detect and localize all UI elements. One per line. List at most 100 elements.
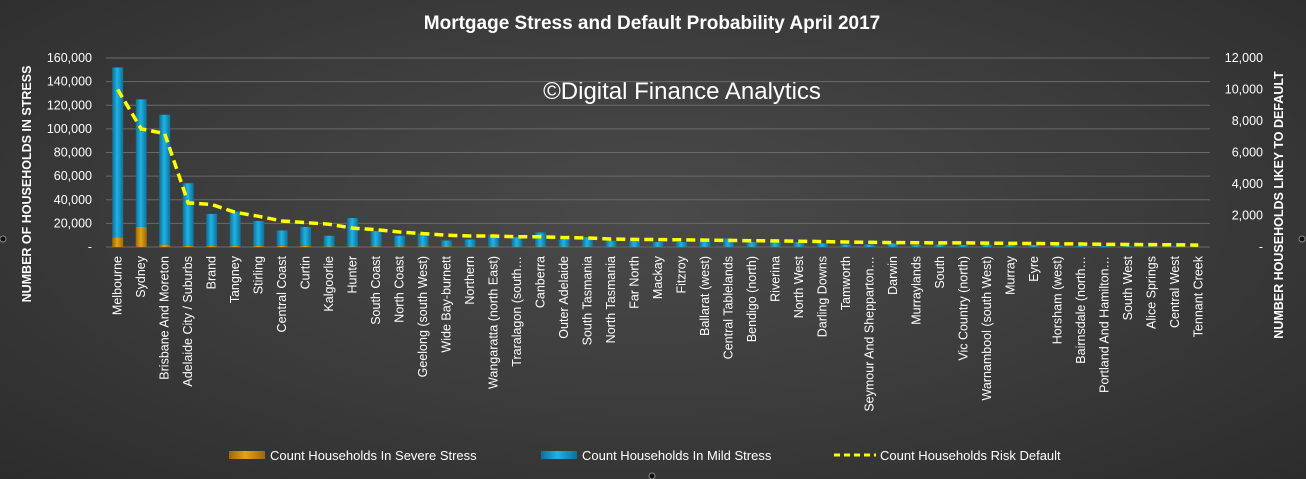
bar-severe (229, 245, 241, 247)
category-label: North Coast (393, 255, 407, 322)
bar-severe (441, 246, 453, 247)
category-label: Eyre (1027, 256, 1041, 282)
bar-mild (722, 238, 734, 247)
category-label: North West (792, 255, 806, 318)
category-label: South (933, 256, 947, 289)
bar-mild (441, 240, 453, 247)
grid (106, 57, 1210, 248)
y2-tick-label: 12,000 (1225, 51, 1263, 65)
bar-mild (1028, 245, 1040, 247)
category-label: Riverina (768, 256, 782, 302)
bar-mild (253, 221, 265, 246)
bar-mild (910, 245, 922, 247)
bar-mild (558, 239, 570, 247)
legend-label-severe: Count Households In Severe Stress (270, 448, 477, 463)
category-label: Tennant Creek (1191, 255, 1205, 337)
y2-tick-label: 10,000 (1225, 83, 1263, 97)
bar-mild (981, 244, 993, 247)
category-label: Outer Adelaide (557, 256, 571, 339)
bar-mild (1122, 246, 1134, 247)
category-label: Far North (628, 256, 642, 309)
category-label: Mackay (651, 255, 665, 299)
bar-mild (793, 242, 805, 247)
y2-axis-ticks: - 2,000 4,000 6,000 8,000 10,000 12,000 (1225, 51, 1263, 254)
bar-mild (511, 237, 523, 247)
category-label: Brand (205, 256, 219, 289)
bar-mild (582, 237, 594, 247)
legend: Count Households In Severe Stress Count … (229, 448, 1061, 463)
category-label: South Tasmania (581, 256, 595, 345)
y-tick-label: 160,000 (47, 51, 92, 65)
watermark: ©Digital Finance Analytics (543, 78, 821, 105)
category-label: Traralagon (south… (510, 256, 524, 367)
category-label: Canberra (534, 256, 548, 308)
bar-mild (675, 242, 687, 247)
bar-mild (417, 233, 429, 247)
category-label: Bendigo (north) (745, 256, 759, 342)
category-label: Fitzroy (675, 255, 689, 293)
category-label: Warnambool (south West) (980, 256, 994, 401)
category-label: Bairnsdale (north… (1074, 256, 1088, 364)
bar-mild (934, 244, 946, 247)
category-label: Wide Bay-burnett (440, 255, 454, 352)
category-label: Darwin (886, 256, 900, 295)
category-label: Curtin (299, 256, 313, 289)
y-tick-label: 60,000 (54, 169, 92, 183)
category-label: Central Coast (275, 255, 289, 332)
bar-mild (1098, 246, 1110, 247)
legend-label-default: Count Households Risk Default (880, 448, 1061, 463)
default-line-layer (116, 88, 1199, 247)
bar-mild (182, 183, 194, 246)
bar-mild (347, 218, 359, 247)
y2-tick-label: 6,000 (1232, 146, 1263, 160)
category-label: Ballarat (west) (698, 256, 712, 336)
category-label: Darling Downs (815, 256, 829, 337)
category-label: Kalgoorlie (322, 256, 336, 312)
bar-mild (159, 114, 171, 245)
bar-severe (206, 245, 218, 247)
category-label: Adelaide City / Suburbs (181, 256, 195, 387)
category-label: Portland And Hamilton… (1097, 256, 1111, 393)
legend-label-mild: Count Households In Mild Stress (582, 448, 772, 463)
bar-severe (135, 226, 147, 247)
category-label: Hunter (346, 256, 360, 294)
bar-mild (957, 245, 969, 247)
y2-axis-title: NUMBER HOUSEHOLDS LIKEY TO DEFAULT (1272, 71, 1286, 339)
category-label: Murray (1003, 255, 1017, 295)
chart-title: Mortgage Stress and Default Probability … (424, 13, 880, 34)
y2-tick-label: 4,000 (1232, 177, 1263, 191)
bar-severe (323, 246, 335, 247)
line-risk-default (116, 88, 1199, 247)
legend-swatch-severe (229, 451, 265, 459)
bar-mild (229, 211, 241, 246)
bar-mild (1075, 245, 1087, 247)
bar-mild (488, 234, 500, 247)
bar-mild (135, 99, 147, 227)
bar-mild (370, 231, 382, 247)
bar-severe (300, 245, 312, 247)
bar-severe (253, 245, 265, 247)
legend-item-mild: Count Households In Mild Stress (541, 448, 772, 463)
category-label: Brisbane And Moreton (158, 256, 172, 380)
bar-severe (112, 237, 124, 247)
category-label: Seymour And Shepparton… (862, 256, 876, 412)
bar-mild (112, 67, 124, 238)
y-axis-ticks: - 20,000 40,000 60,000 80,000 100,000 120,000 1… (47, 51, 92, 254)
bar-severe (276, 245, 288, 247)
legend-item-default: Count Households Risk Default (834, 448, 1061, 463)
category-label: Geelong (south West) (416, 256, 430, 377)
bar-mild (605, 240, 617, 247)
bar-mild (1004, 245, 1016, 247)
bar-mild (1051, 245, 1063, 247)
category-label: Sydney (134, 255, 148, 297)
legend-swatch-mild (541, 451, 577, 459)
category-label: Tamworth (839, 256, 853, 310)
category-label: South West (1121, 255, 1135, 320)
bars (112, 67, 1204, 247)
y-tick-label: 20,000 (54, 216, 92, 230)
bar-mild (652, 242, 664, 247)
bar-mild (699, 238, 711, 247)
bar-mild (840, 244, 852, 247)
